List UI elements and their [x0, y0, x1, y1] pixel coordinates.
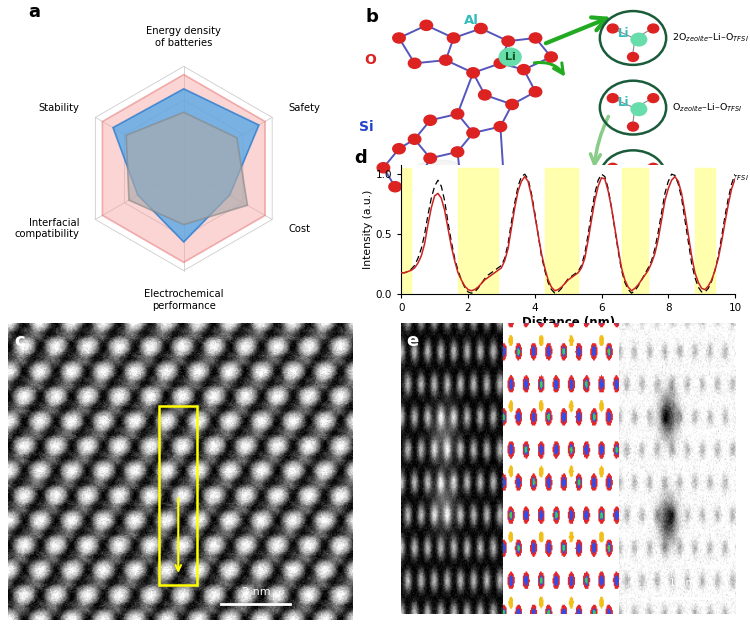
Polygon shape	[113, 89, 259, 242]
Circle shape	[455, 182, 468, 192]
Circle shape	[475, 23, 488, 34]
Text: b: b	[366, 8, 379, 26]
Circle shape	[447, 33, 460, 43]
Text: TFSI⁻: TFSI⁻	[414, 168, 447, 180]
Circle shape	[393, 144, 405, 154]
Text: Energy density
of batteries: Energy density of batteries	[146, 27, 221, 48]
Circle shape	[420, 20, 433, 30]
Text: Li: Li	[617, 166, 629, 179]
Circle shape	[498, 182, 511, 192]
Text: a: a	[28, 3, 40, 21]
Circle shape	[420, 197, 433, 208]
Text: Stability: Stability	[38, 103, 80, 113]
Circle shape	[530, 33, 542, 43]
Y-axis label: Intensity (a.u.): Intensity (a.u.)	[363, 190, 373, 269]
Circle shape	[648, 24, 658, 33]
Circle shape	[608, 94, 618, 103]
Circle shape	[377, 163, 390, 173]
Circle shape	[608, 24, 618, 33]
Text: Electrochemical
performance: Electrochemical performance	[144, 289, 224, 311]
Ellipse shape	[413, 165, 455, 189]
Text: Li: Li	[617, 96, 629, 110]
Circle shape	[424, 153, 436, 163]
Circle shape	[408, 134, 421, 144]
Text: e: e	[406, 332, 418, 349]
Text: 2 nm: 2 nm	[242, 587, 270, 596]
Circle shape	[447, 204, 460, 214]
Circle shape	[530, 87, 542, 97]
Circle shape	[648, 163, 658, 172]
Text: Li: Li	[505, 52, 515, 62]
Text: Si: Si	[358, 120, 374, 134]
X-axis label: Distance (nm): Distance (nm)	[521, 316, 615, 329]
Circle shape	[502, 36, 515, 46]
Circle shape	[424, 115, 436, 125]
Circle shape	[631, 33, 646, 46]
Circle shape	[494, 204, 507, 214]
Circle shape	[518, 65, 530, 75]
Circle shape	[466, 68, 479, 78]
Circle shape	[471, 213, 483, 223]
Circle shape	[452, 147, 464, 157]
Circle shape	[648, 94, 658, 103]
Bar	[159, 406, 197, 585]
Text: 2O$_{zeolite}$–Li–O$_{TFSI}$: 2O$_{zeolite}$–Li–O$_{TFSI}$	[672, 32, 748, 44]
Text: Li: Li	[617, 27, 629, 40]
Text: 1 nm: 1 nm	[669, 578, 696, 588]
Ellipse shape	[404, 160, 465, 194]
Polygon shape	[103, 75, 265, 263]
Circle shape	[628, 53, 638, 61]
Circle shape	[393, 33, 405, 43]
Polygon shape	[126, 112, 248, 225]
Text: O: O	[364, 53, 376, 67]
Circle shape	[494, 58, 507, 68]
Circle shape	[494, 122, 507, 132]
Circle shape	[628, 192, 638, 201]
Circle shape	[452, 109, 464, 119]
Text: Cost: Cost	[288, 223, 310, 234]
Text: Safety: Safety	[288, 103, 320, 113]
Circle shape	[413, 175, 424, 185]
Circle shape	[544, 52, 557, 62]
Circle shape	[408, 58, 421, 68]
Circle shape	[628, 122, 638, 131]
Text: c: c	[14, 332, 25, 350]
Text: Al: Al	[464, 14, 478, 27]
Circle shape	[440, 55, 452, 65]
Circle shape	[500, 48, 521, 66]
Ellipse shape	[423, 171, 445, 184]
Text: 2O$_{zeolite}$–Li–O$_{TFSI}$: 2O$_{zeolite}$–Li–O$_{TFSI}$	[672, 171, 748, 184]
Circle shape	[388, 182, 401, 192]
Circle shape	[631, 173, 646, 185]
Text: O$_{zeolite}$–Li–O$_{TFSI}$: O$_{zeolite}$–Li–O$_{TFSI}$	[672, 101, 742, 114]
Circle shape	[608, 163, 618, 172]
Text: Interfacial
compatibility: Interfacial compatibility	[14, 218, 80, 239]
Text: d: d	[355, 149, 368, 167]
Circle shape	[506, 99, 518, 110]
Circle shape	[466, 128, 479, 138]
Circle shape	[478, 90, 491, 100]
Circle shape	[631, 103, 646, 116]
